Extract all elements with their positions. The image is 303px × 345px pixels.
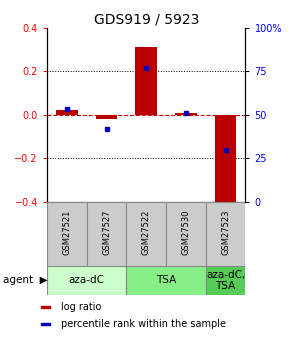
Bar [47, 202, 87, 266]
Text: GSM27522: GSM27522 [142, 210, 151, 255]
Bar [166, 202, 206, 266]
Text: TSA: TSA [156, 275, 176, 285]
Bar [87, 202, 126, 266]
Text: agent  ▶: agent ▶ [3, 275, 48, 285]
Text: percentile rank within the sample: percentile rank within the sample [61, 319, 226, 329]
Bar [126, 266, 206, 295]
Bar [95, 115, 118, 119]
Bar [47, 266, 126, 295]
Title: GDS919 / 5923: GDS919 / 5923 [94, 12, 199, 27]
Text: log ratio: log ratio [61, 302, 102, 312]
Text: GSM27523: GSM27523 [221, 210, 230, 255]
Bar [56, 110, 78, 115]
Bar [175, 112, 197, 115]
Bar [215, 115, 237, 206]
Text: aza-dC,
TSA: aza-dC, TSA [206, 269, 245, 291]
Bar [41, 306, 50, 308]
Bar [126, 202, 166, 266]
Bar [206, 266, 245, 295]
Text: GSM27530: GSM27530 [181, 210, 190, 255]
Text: GSM27527: GSM27527 [102, 210, 111, 255]
Text: aza-dC: aza-dC [69, 275, 105, 285]
Bar [41, 323, 50, 325]
Bar [135, 47, 157, 115]
Bar [206, 202, 245, 266]
Text: GSM27521: GSM27521 [62, 210, 71, 255]
